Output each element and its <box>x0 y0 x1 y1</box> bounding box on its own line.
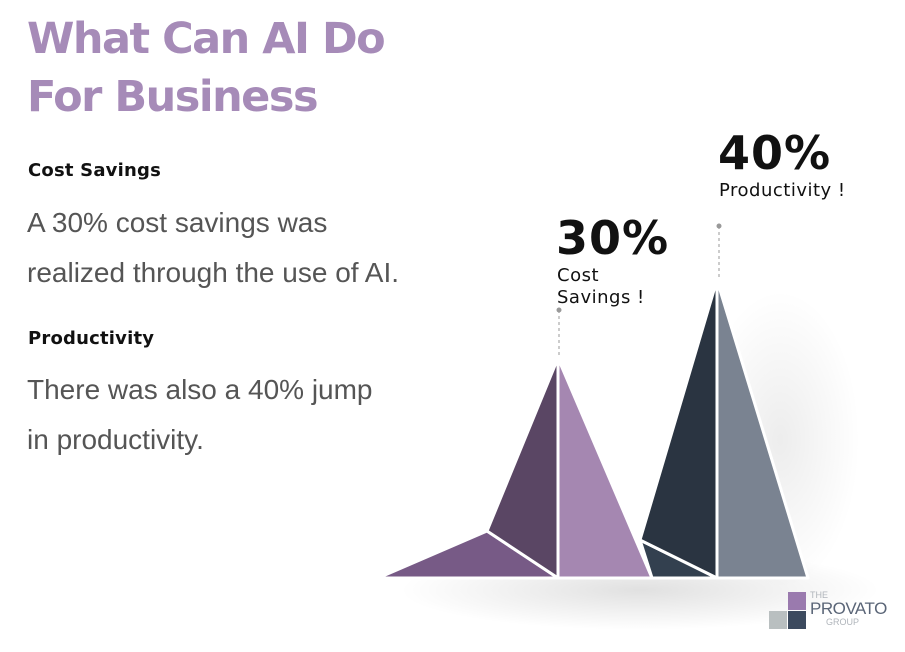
productivity-body-line-1: There was also a 40% jump <box>27 374 373 405</box>
cost-savings-body-line-1: A 30% cost savings was <box>27 207 328 238</box>
logo-the: THE <box>810 590 828 600</box>
cost-savings-body-line-2: realized through the use of AI. <box>27 257 400 288</box>
productivity-label: Productivity ! <box>719 180 846 201</box>
productivity-value: 40% <box>718 126 832 180</box>
cost-savings-heading: Cost Savings <box>28 160 161 181</box>
cost-savings-label-line-1: Cost <box>557 265 600 286</box>
productivity-heading: Productivity <box>28 328 155 349</box>
cost-savings-body: A 30% cost savings was realized through … <box>27 198 399 298</box>
productivity-body-line-2: in productivity. <box>27 424 204 455</box>
title-line-2: For Business <box>27 72 319 122</box>
productivity-leader-dot <box>716 223 722 229</box>
provato-logo-mark <box>769 592 806 629</box>
cost-savings-label-line-2: Savings ! <box>557 287 645 308</box>
cost-leader-dot <box>556 307 562 313</box>
purple-face-light <box>556 356 654 580</box>
logo-name: PROVATO <box>810 599 887 618</box>
slate-face-dark <box>638 278 719 580</box>
page-title: What Can AI Do For Business <box>27 10 386 126</box>
productivity-body: There was also a 40% jump in productivit… <box>27 365 373 465</box>
logo-group: GROUP <box>826 617 860 627</box>
cost-savings-label: Cost Savings ! <box>557 265 645 309</box>
slate-face-light <box>715 278 810 580</box>
cost-savings-value: 30% <box>556 211 670 265</box>
title-line-1: What Can AI Do <box>27 14 386 64</box>
